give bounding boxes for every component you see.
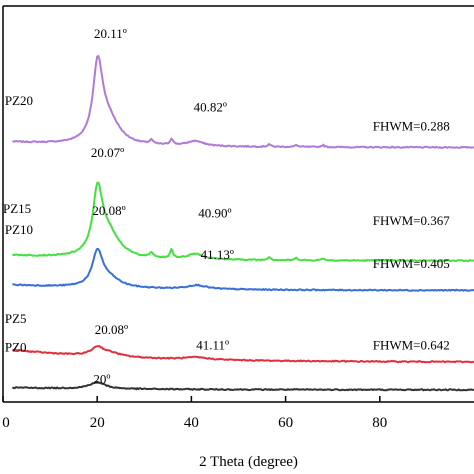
series-label: PZ5 — [5, 311, 27, 326]
peak-annotation: 40.90º — [198, 205, 231, 220]
x-tick-label: 20 — [90, 415, 105, 431]
x-ticks: 0 20 40 60 80 — [2, 396, 387, 431]
peak-annotation: 41.13º — [201, 247, 234, 262]
x-tick-label: 60 — [278, 415, 293, 431]
axes-frame — [2, 5, 474, 403]
peak-annotation: 40.82º — [194, 100, 227, 115]
peak-annotation: 20.07º — [91, 145, 124, 160]
series-label: PZ10 — [5, 222, 33, 237]
series-label: PZ0 — [5, 340, 27, 355]
series-label: PZ15 — [3, 201, 31, 216]
series-line-pz15 — [12, 181, 474, 263]
annotations: 20.11º 40.82º 20.07º 20.08º 40.90º 41.13º 20.0… — [3, 26, 450, 386]
fwhm-label: FHWM=0.288 — [373, 118, 450, 133]
fwhm-label: FHWM=0.642 — [373, 337, 450, 352]
series-traces — [11, 55, 474, 392]
x-tick-label: 80 — [372, 415, 387, 431]
fwhm-label: FHWM=0.405 — [373, 256, 450, 271]
x-tick-label: 0 — [2, 415, 10, 431]
series-label: PZ20 — [5, 93, 33, 108]
x-axis-title: 2 Theta (degree) — [199, 454, 298, 470]
peak-annotation: 20.11º — [94, 26, 127, 41]
series-line-pz20 — [12, 55, 474, 149]
peak-annotation: 20.08º — [95, 322, 128, 337]
fwhm-label: FHWM=0.367 — [373, 213, 451, 228]
x-tick-label: 40 — [184, 415, 199, 431]
series-line-pz0 — [11, 380, 474, 392]
peak-annotation: 41.11º — [196, 337, 229, 352]
peak-annotation: 20.08º — [92, 203, 125, 218]
series-line-pz5 — [12, 345, 474, 364]
peak-annotation: 20º — [93, 371, 110, 386]
series-line-pz10 — [12, 247, 474, 292]
